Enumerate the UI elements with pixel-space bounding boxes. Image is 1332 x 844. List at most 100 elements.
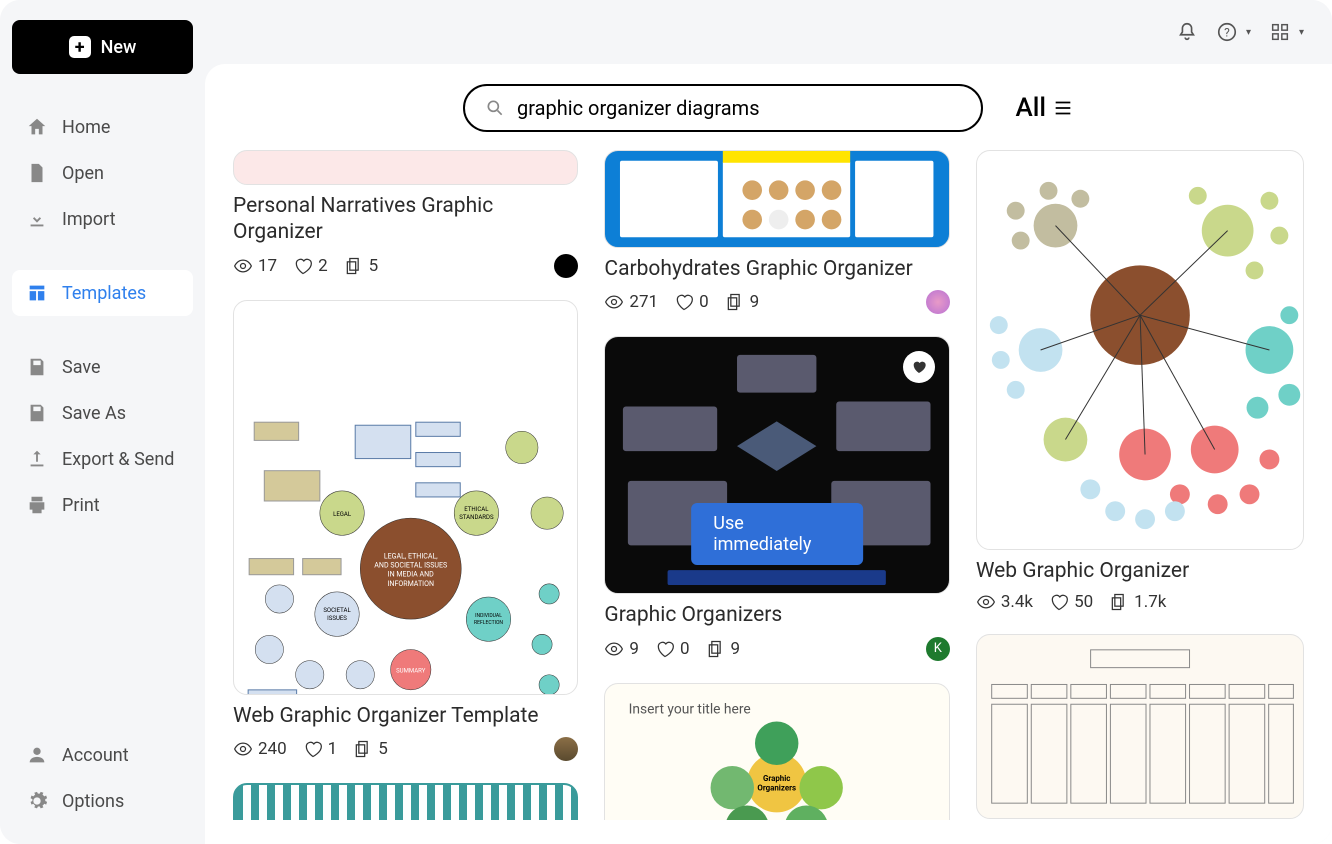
save-as-icon: [26, 402, 48, 424]
svg-text:Graphic: Graphic: [763, 773, 790, 782]
favorite-button[interactable]: [903, 351, 935, 383]
export-icon: [26, 448, 48, 470]
svg-text:STANDARDS: STANDARDS: [459, 514, 494, 521]
copies: 5: [344, 256, 379, 276]
svg-text:SUMMARY: SUMMARY: [396, 667, 426, 674]
sidebar-item-export[interactable]: Export & Send: [12, 436, 193, 482]
author-avatar[interactable]: [554, 737, 578, 761]
print-icon: [26, 494, 48, 516]
chevron-down-icon[interactable]: ▾: [1299, 27, 1304, 38]
card-meta: 17 2 5: [233, 254, 578, 278]
card-title: Carbohydrates Graphic Organizer: [604, 256, 949, 282]
template-card[interactable]: LEGAL, ETHICAL, AND SOCIETAL ISSUES IN M…: [233, 300, 578, 761]
svg-text:ETHICAL: ETHICAL: [464, 506, 489, 513]
sidebar-item-label: Export & Send: [62, 449, 174, 470]
apps-icon[interactable]: [1269, 21, 1291, 43]
template-card[interactable]: Web Graphic Organizer 3.4k 50 1.7k: [976, 150, 1304, 612]
sidebar-item-save[interactable]: Save: [12, 344, 193, 390]
thumbnail: [976, 634, 1304, 819]
views: 3.4k: [976, 592, 1033, 612]
likes: 0: [674, 292, 709, 312]
bell-icon[interactable]: [1176, 21, 1198, 43]
sidebar-item-label: Print: [62, 495, 100, 516]
likes: 50: [1049, 592, 1093, 612]
likes: 0: [655, 639, 690, 659]
house-icon: [26, 116, 48, 138]
sidebar-item-templates[interactable]: Templates: [12, 270, 193, 316]
sidebar-item-account[interactable]: Account: [12, 732, 193, 778]
template-card[interactable]: Carbohydrates Graphic Organizer 271 0 9: [604, 150, 949, 314]
sidebar-item-label: Templates: [62, 283, 146, 304]
author-avatar[interactable]: K: [926, 637, 950, 661]
card-title: Web Graphic Organizer: [976, 558, 1304, 584]
topbar: ? ▾ ▾: [205, 0, 1332, 64]
search-box[interactable]: [463, 84, 983, 132]
sidebar-item-print[interactable]: Print: [12, 482, 193, 528]
thumbnail: Insert your title here GraphicOrganizers: [604, 683, 949, 821]
thumbnail: [976, 150, 1304, 550]
svg-text:INDIVIDUAL: INDIVIDUAL: [475, 613, 502, 619]
thumbnail: Use immediately: [604, 336, 949, 594]
thumbnail: [233, 783, 578, 820]
sidebar-item-label: Home: [62, 117, 110, 138]
save-icon: [26, 356, 48, 378]
svg-text:INFORMATION: INFORMATION: [388, 578, 435, 587]
card-title: Web Graphic Organizer Template: [233, 703, 578, 729]
svg-text:Organizers: Organizers: [758, 783, 797, 792]
sidebar-item-options[interactable]: Options: [12, 778, 193, 824]
svg-text:IN MEDIA AND: IN MEDIA AND: [388, 569, 435, 578]
thumbnail: LEGAL, ETHICAL, AND SOCIETAL ISSUES IN M…: [233, 300, 578, 695]
author-avatar[interactable]: [926, 290, 950, 314]
use-immediately-button[interactable]: Use immediately: [691, 503, 863, 565]
copies: 9: [725, 292, 760, 312]
sidebar-item-saveas[interactable]: Save As: [12, 390, 193, 436]
new-button[interactable]: + New: [12, 20, 193, 74]
filter-label: All: [1016, 93, 1047, 123]
svg-text:?: ?: [1224, 26, 1230, 40]
gallery: Personal Narratives Graphic Organizer 17…: [233, 150, 1304, 820]
filter-all[interactable]: All: [1016, 93, 1075, 123]
likes: 1: [303, 739, 338, 759]
main: ? ▾ ▾ All Perso: [205, 0, 1332, 844]
author-avatar[interactable]: [554, 254, 578, 278]
search-icon: [485, 98, 505, 118]
help-icon[interactable]: ?: [1216, 21, 1238, 43]
template-card[interactable]: Personal Narratives Graphic Organizer 17…: [233, 150, 578, 278]
svg-text:AND SOCIETAL ISSUES: AND SOCIETAL ISSUES: [374, 560, 447, 569]
diagram-preview: LEGAL, ETHICAL, AND SOCIETAL ISSUES IN M…: [234, 301, 577, 695]
sidebar-item-label: Open: [62, 163, 104, 184]
views: 9: [604, 639, 639, 659]
template-card[interactable]: [976, 634, 1304, 819]
placeholder-title: Insert your title here: [629, 701, 751, 717]
copies: 5: [353, 739, 388, 759]
sidebar-item-open[interactable]: Open: [12, 150, 193, 196]
templates-icon: [26, 282, 48, 304]
sidebar-item-label: Save As: [62, 403, 126, 424]
card-meta: 271 0 9: [604, 290, 949, 314]
template-card[interactable]: [233, 783, 578, 820]
thumbnail: [233, 150, 578, 185]
card-meta: 9 0 9 K: [604, 637, 949, 661]
account-icon: [26, 744, 48, 766]
card-title: Personal Narratives Graphic Organizer: [233, 193, 578, 246]
sidebar-item-import[interactable]: Import: [12, 196, 193, 242]
copies: 9: [706, 639, 741, 659]
sidebar-item-label: Options: [62, 791, 124, 812]
plus-icon: +: [69, 36, 91, 58]
svg-text:ISSUES: ISSUES: [327, 615, 347, 622]
search-input[interactable]: [517, 96, 961, 120]
copies: 1.7k: [1109, 592, 1166, 612]
views: 240: [233, 739, 287, 759]
template-card[interactable]: Use immediately Graphic Organizers 9 0 9…: [604, 336, 949, 660]
sidebar: + New Home Open Import Templates Save Sa…: [0, 0, 205, 844]
card-title: Graphic Organizers: [604, 602, 949, 628]
views: 271: [604, 292, 658, 312]
sidebar-item-home[interactable]: Home: [12, 104, 193, 150]
file-icon: [26, 162, 48, 184]
chevron-down-icon[interactable]: ▾: [1246, 27, 1251, 38]
sidebar-item-label: Account: [62, 745, 129, 766]
import-icon: [26, 208, 48, 230]
gear-icon: [26, 790, 48, 812]
template-card[interactable]: Insert your title here GraphicOrganizers: [604, 683, 949, 821]
new-label: New: [101, 37, 137, 58]
